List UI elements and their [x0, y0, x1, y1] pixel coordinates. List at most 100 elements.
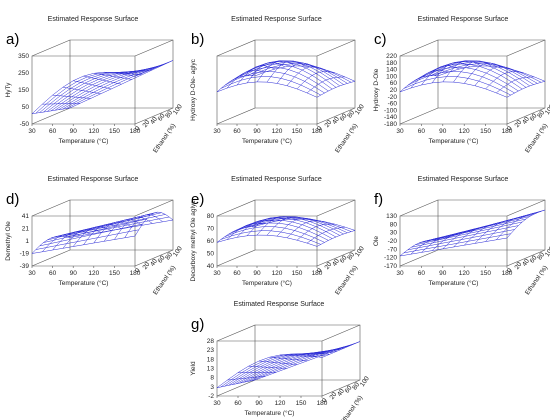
- surface-line-ethanol: [399, 239, 439, 257]
- z-axis-label: Decarboxy methyl Ole aglyc: [190, 200, 197, 282]
- surface-line-ethanol: [276, 217, 316, 237]
- surface-mesh: [399, 60, 546, 98]
- z-tick-label: 250: [18, 70, 29, 77]
- y-tick-label: 0: [316, 125, 324, 132]
- panel-label: a): [6, 31, 19, 48]
- surface-line-ethanol: [124, 64, 163, 75]
- panel-label: c): [374, 31, 387, 48]
- y-tick-label: 100: [359, 375, 371, 388]
- surface-line-ethanol: [134, 211, 174, 237]
- box-edge: [216, 199, 256, 217]
- x-axis-label: Temperature (°C): [59, 137, 109, 145]
- y-tick-label: 20: [324, 261, 334, 271]
- surface-line-temperature: [224, 71, 325, 94]
- surface-line-temperature: [437, 209, 546, 241]
- surface-line-ethanol: [290, 352, 329, 355]
- z-tick-label: 140: [386, 67, 397, 74]
- panel-c: Estimated Response Surface c) 30 60 90 120 150…: [373, 16, 550, 154]
- z-tick-label: 50: [207, 251, 215, 258]
- y-axis-label: Ethanol (%): [152, 264, 177, 296]
- z-tick-label: 8: [210, 375, 214, 382]
- y-tick-label: 60: [157, 112, 167, 122]
- z-tick-label: -50: [20, 121, 30, 128]
- z-tick-label: -39: [20, 263, 30, 270]
- chart-title: Estimated Response Surface: [418, 16, 509, 23]
- surface-mesh: [399, 209, 546, 257]
- z-tick-label: 20: [390, 87, 398, 94]
- y-tick-label: 60: [529, 254, 539, 264]
- x-tick-label: 180: [312, 128, 323, 135]
- x-tick-label: 120: [275, 400, 286, 407]
- z-tick-label: -60: [388, 101, 398, 108]
- surface-line-temperature: [66, 216, 170, 238]
- surface-line-temperature: [254, 65, 356, 82]
- z-tick-label: -2: [208, 393, 214, 400]
- box-edge: [31, 39, 71, 57]
- surface-line-temperature: [254, 218, 356, 231]
- x-tick-label: 120: [88, 270, 99, 277]
- y-tick-label: 40: [336, 387, 346, 397]
- x-tick-label: 150: [292, 270, 303, 277]
- panel-label: d): [6, 191, 19, 208]
- box-edge: [321, 324, 361, 342]
- surface-line-temperature: [243, 60, 344, 85]
- y-tick-label: 40: [521, 257, 531, 267]
- box-edge: [134, 249, 174, 267]
- y-axis-label: Ethanol (%): [524, 264, 549, 296]
- x-tick-label: 180: [130, 270, 141, 277]
- panel-label: f): [374, 191, 383, 208]
- x-tick-label: 90: [253, 270, 261, 277]
- box-edge: [134, 107, 174, 125]
- panel-e: Estimated Response Surface e) 30 60 90 120 150…: [190, 176, 366, 296]
- y-tick-label: 40: [521, 115, 531, 125]
- z-tick-label: 23: [207, 347, 215, 354]
- z-tick-label: 30: [390, 230, 398, 237]
- x-tick-label: 90: [439, 270, 447, 277]
- box-edge: [506, 39, 546, 57]
- box-edge: [321, 379, 361, 397]
- z-axis-label: Yield: [190, 361, 197, 376]
- y-tick-label: 80: [346, 109, 356, 119]
- surface-line-temperature: [243, 346, 349, 383]
- chart-title: Estimated Response Surface: [234, 301, 325, 308]
- z-tick-label: -100: [384, 107, 397, 114]
- x-tick-label: 120: [272, 128, 283, 135]
- z-tick-label: -70: [388, 246, 398, 253]
- z-tick-label: -20: [388, 94, 398, 101]
- box-edge: [216, 249, 256, 267]
- box-front: [31, 55, 136, 125]
- surface-line-ethanol: [485, 71, 524, 90]
- z-axis-label: Demethyl Ole: [5, 221, 12, 261]
- y-tick-label: 20: [142, 119, 152, 129]
- z-tick-label: 50: [22, 104, 30, 111]
- x-tick-label: 120: [272, 270, 283, 277]
- surface-line-temperature: [426, 60, 534, 85]
- surface-line-temperature: [437, 65, 546, 82]
- y-axis-label: Ethanol (%): [334, 122, 359, 154]
- y-tick-label: 0: [134, 267, 142, 274]
- surface-line-temperature: [235, 61, 337, 88]
- y-tick-label: 80: [351, 381, 361, 391]
- surface-line-temperature: [251, 63, 352, 83]
- z-tick-label: 13: [207, 366, 215, 373]
- chart-title: Estimated Response Surface: [48, 16, 139, 23]
- y-tick-label: 80: [536, 251, 546, 261]
- y-tick-label: 20: [514, 261, 524, 271]
- surface-line-temperature: [62, 63, 166, 110]
- y-tick-label: 100: [544, 245, 550, 258]
- y-tick-label: 40: [331, 257, 341, 267]
- box-front: [31, 215, 136, 267]
- x-tick-label: 150: [480, 270, 491, 277]
- z-tick-label: 3: [210, 384, 214, 391]
- y-tick-label: 80: [164, 251, 174, 261]
- surface-line-temperature: [254, 341, 361, 381]
- x-tick-label: 60: [418, 270, 426, 277]
- panel-f: Estimated Response Surface f) 30 60 90 120 150…: [373, 176, 550, 296]
- y-tick-label: 100: [172, 103, 184, 116]
- box-edge: [316, 39, 356, 57]
- y-tick-label: 60: [339, 254, 349, 264]
- surface-mesh: [216, 341, 361, 389]
- y-tick-label: 0: [506, 267, 514, 274]
